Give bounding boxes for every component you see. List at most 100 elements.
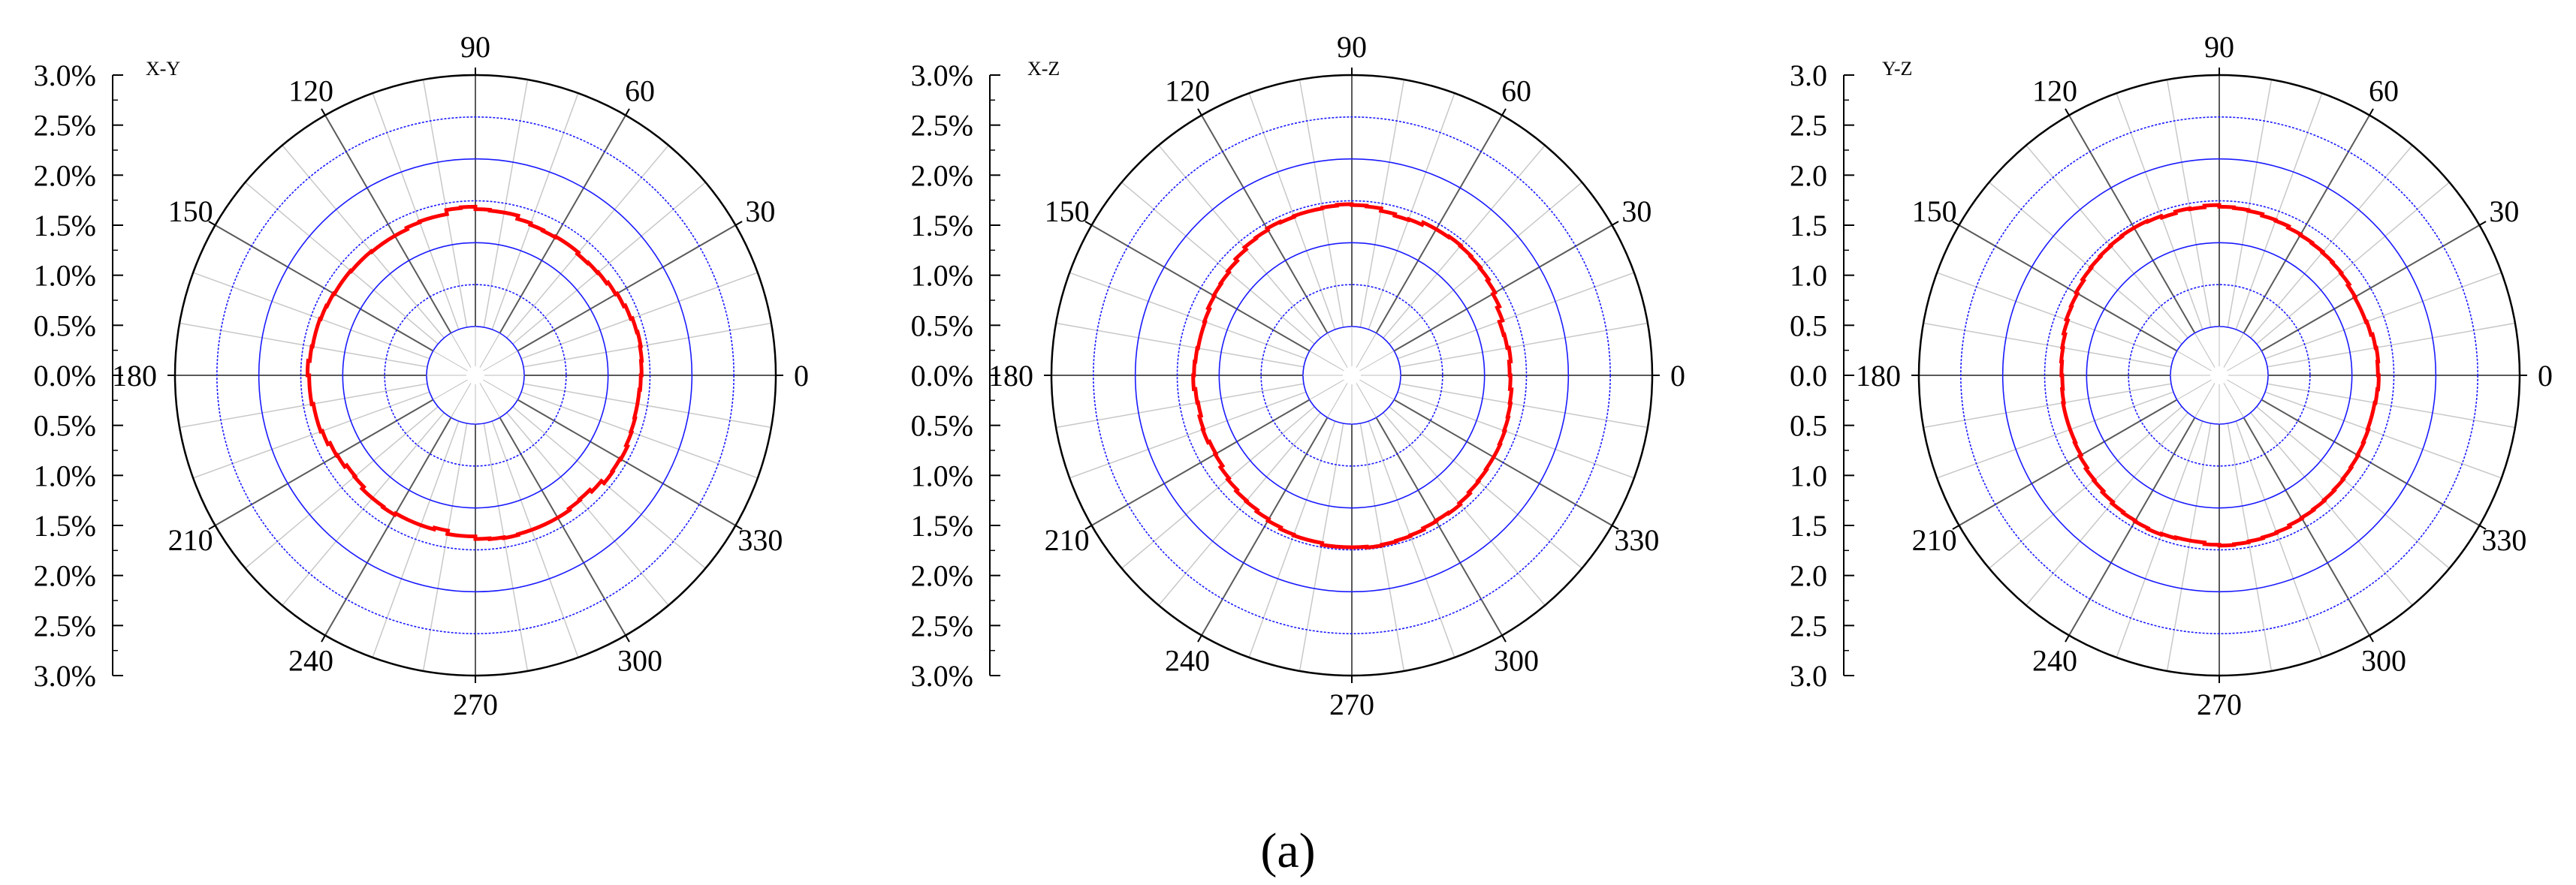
minor-spoke	[1368, 420, 1455, 658]
center-spoke	[2194, 333, 2216, 368]
center-spoke	[2176, 351, 2212, 372]
angle-label-60: 60	[625, 74, 655, 108]
grid-ring	[1960, 116, 2478, 634]
radial-tick-label: 0.5%	[34, 309, 96, 342]
angle-tick	[2065, 108, 2070, 116]
radial-tick-label: 0.5	[1790, 409, 1827, 443]
major-spoke	[517, 224, 736, 352]
radial-tick-label: 1.0	[1790, 259, 1827, 293]
angle-label-120: 120	[288, 74, 333, 108]
angle-tick	[208, 525, 216, 530]
angle-label-30: 30	[2489, 194, 2519, 228]
minor-spoke	[2116, 92, 2203, 330]
minor-spoke	[1248, 92, 1336, 330]
minor-spoke	[2235, 420, 2323, 658]
radial-tick-label: 3.0%	[911, 659, 973, 693]
radial-tick-label: 3.0%	[911, 59, 973, 92]
angle-label-300: 300	[617, 643, 662, 677]
center-spoke	[2223, 333, 2244, 368]
minor-spoke	[1936, 391, 2174, 479]
angle-tick	[321, 108, 326, 116]
angle-label-330: 330	[2481, 523, 2526, 557]
center-spoke	[1356, 383, 1377, 418]
angle-tick	[321, 634, 326, 643]
grid-ring	[1093, 116, 1611, 634]
radial-tick-label: 1.5%	[911, 509, 973, 543]
radial-tick-label: 2.0%	[911, 559, 973, 593]
angle-label-60: 60	[2369, 74, 2399, 108]
major-spoke	[215, 399, 434, 526]
center-spoke	[2223, 383, 2244, 418]
radial-tick-label: 1.5	[1790, 509, 1827, 543]
grid-ring	[300, 200, 651, 551]
angle-label-90: 90	[1337, 30, 1367, 64]
radial-tick-label: 1.5%	[34, 209, 96, 242]
angle-tick	[1952, 221, 1960, 226]
minor-spoke	[1069, 391, 1307, 479]
angle-tick	[625, 634, 630, 643]
angle-label-150: 150	[1912, 194, 1957, 228]
frequency-series	[2059, 203, 2381, 548]
radial-tick-label: 3.0%	[34, 59, 96, 92]
angle-label-240: 240	[288, 643, 333, 677]
angle-tick	[734, 221, 743, 226]
radial-tick-label: 1.5%	[34, 509, 96, 543]
radial-tick-label: 3.0%	[34, 659, 96, 693]
angle-label-270: 270	[1329, 688, 1374, 721]
radial-tick-label: 0.0%	[34, 359, 96, 393]
angle-label-180: 180	[1856, 359, 1901, 393]
radial-tick-label: 1.0%	[34, 259, 96, 293]
angle-label-210: 210	[1045, 523, 1090, 557]
center-spoke	[433, 351, 468, 372]
grid-ring	[384, 284, 567, 467]
angle-tick	[1501, 634, 1507, 643]
angle-label-0: 0	[794, 359, 809, 393]
minor-spoke	[2264, 272, 2502, 360]
center-spoke	[2227, 351, 2262, 372]
angle-label-210: 210	[1912, 523, 1957, 557]
center-spoke	[1327, 333, 1348, 368]
angle-tick	[1611, 525, 1619, 530]
radial-tick-label: 0.5%	[911, 409, 973, 443]
center-spoke	[1309, 351, 1344, 372]
radial-tick-label: 2.0	[1790, 158, 1827, 192]
center-spoke	[479, 383, 500, 418]
angle-tick	[2478, 221, 2487, 226]
angle-tick	[1611, 221, 1619, 226]
center-spoke	[1359, 351, 1395, 372]
angle-label-0: 0	[2538, 359, 2553, 393]
angle-tick	[2369, 634, 2374, 643]
center-spoke	[1309, 379, 1344, 400]
center-spoke	[483, 379, 518, 400]
angle-label-300: 300	[1494, 643, 1539, 677]
radial-tick-label: 0.5%	[911, 309, 973, 342]
angle-label-270: 270	[453, 688, 498, 721]
plane-label: X-Z	[1027, 58, 1060, 80]
angle-tick	[1501, 108, 1507, 116]
center-spoke	[2194, 383, 2216, 418]
angle-label-120: 120	[2032, 74, 2077, 108]
radial-tick-label: 2.0%	[34, 559, 96, 593]
major-spoke	[1375, 417, 1503, 636]
center-spoke	[483, 351, 518, 372]
radial-tick-label: 1.5	[1790, 209, 1827, 242]
angle-label-120: 120	[1165, 74, 1210, 108]
radial-tick-label: 0.5%	[34, 409, 96, 443]
plane-label: X-Y	[146, 58, 180, 80]
angle-tick	[1084, 525, 1093, 530]
radial-tick-label: 3.0	[1790, 659, 1827, 693]
center-spoke	[1327, 383, 1348, 418]
angle-tick	[1084, 221, 1093, 226]
grid-ring	[2001, 158, 2437, 593]
radial-tick-label: 1.5%	[911, 209, 973, 242]
angle-label-150: 150	[1045, 194, 1090, 228]
grid-ring	[2086, 242, 2353, 509]
angle-tick	[208, 221, 216, 226]
grid-ring	[258, 158, 693, 593]
grid-ring	[1218, 242, 1486, 509]
frequency-series	[1191, 202, 1514, 550]
radial-tick-label: 2.5	[1790, 609, 1827, 643]
radial-tick-label: 1.0%	[34, 459, 96, 492]
angle-label-270: 270	[2197, 688, 2242, 721]
